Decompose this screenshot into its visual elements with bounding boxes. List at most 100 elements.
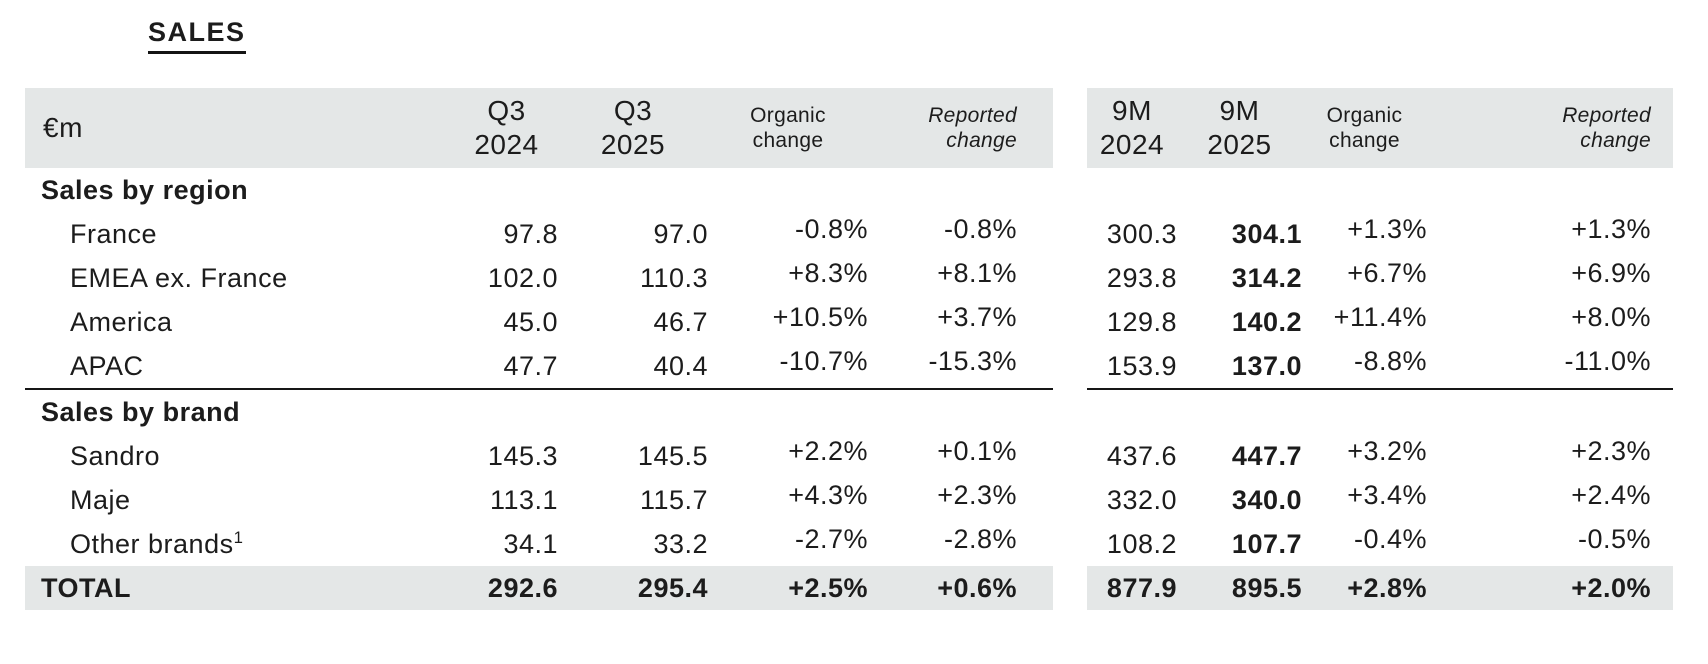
cell-value: 115.7 — [639, 484, 708, 515]
value-cell: 292.6 — [455, 566, 558, 611]
change-cell: +8.0% — [1427, 300, 1673, 344]
value-cell: 113.1 — [455, 478, 558, 522]
table-row: 293.8 314.2 +6.7% +6.9% — [1087, 256, 1673, 300]
cell-value: +2.2% — [788, 435, 868, 466]
column-header-q3-2024: Q3 2024 — [455, 88, 558, 169]
cell-value: +8.0% — [1571, 301, 1651, 332]
table-row: EMEA ex. France 102.0 110.3 +8.3% +8.1% — [25, 256, 1053, 300]
value-cell: 33.2 — [558, 522, 708, 566]
cell-value: 108.2 — [1106, 528, 1177, 559]
sales-tables: €m Q3 2024 Q3 2025 Organic change Reported chan… — [25, 88, 1708, 611]
change-cell: -2.8% — [868, 522, 1053, 566]
row-label: TOTAL — [25, 566, 455, 611]
section-label: Sales by brand — [41, 396, 241, 427]
value-cell: 300.3 — [1087, 212, 1177, 256]
cell-value: 300.3 — [1106, 218, 1177, 249]
cell-value: 45.0 — [503, 306, 558, 337]
column-header-line1: 9M — [1219, 95, 1260, 127]
change-cell: +3.4% — [1302, 478, 1427, 522]
row-label: EMEA ex. France — [70, 262, 288, 293]
cell-value: +2.3% — [937, 479, 1017, 510]
change-cell: +3.2% — [1302, 434, 1427, 478]
value-cell: 145.5 — [558, 434, 708, 478]
cell-value: 97.0 — [653, 218, 708, 249]
section-label: Sales by region — [41, 174, 249, 205]
column-header-line1: Reported — [928, 103, 1017, 127]
value-cell: 304.1 — [1177, 212, 1302, 256]
column-header-line2: 2025 — [1207, 129, 1272, 161]
value-cell: 437.6 — [1087, 434, 1177, 478]
cell-value: +6.7% — [1347, 257, 1427, 288]
value-cell: 107.7 — [1177, 522, 1302, 566]
cell-value: +3.7% — [937, 301, 1017, 332]
column-header-line2: change — [1329, 129, 1400, 153]
change-cell: +4.3% — [708, 478, 868, 522]
column-header-line1: Q3 — [487, 95, 526, 127]
column-header-line2: 2024 — [474, 129, 539, 161]
cell-value: 895.5 — [1231, 572, 1302, 603]
value-cell: 45.0 — [455, 300, 558, 344]
cell-value: 107.7 — [1231, 528, 1302, 559]
table-row: 108.2 107.7 -0.4% -0.5% — [1087, 522, 1673, 566]
value-cell: 447.7 — [1177, 434, 1302, 478]
value-cell: 314.2 — [1177, 256, 1302, 300]
cell-value: +1.3% — [1571, 213, 1651, 244]
column-header-q3-2025: Q3 2025 — [558, 88, 708, 169]
change-cell: +6.7% — [1302, 256, 1427, 300]
change-cell: -10.7% — [708, 344, 868, 391]
cell-value: -0.8% — [943, 213, 1017, 244]
value-cell: 97.8 — [455, 212, 558, 256]
cell-value: 292.6 — [487, 572, 558, 603]
cell-value: +6.9% — [1571, 257, 1651, 288]
cell-value: -8.8% — [1353, 345, 1427, 376]
column-header-line2: 2025 — [600, 129, 666, 161]
value-cell: 293.8 — [1087, 256, 1177, 300]
column-header-line1: Q3 — [613, 95, 653, 127]
total-row: TOTAL 292.6 295.4 +2.5% +0.6% — [25, 566, 1053, 611]
row-label: APAC — [25, 344, 455, 391]
cell-value: +2.4% — [1571, 479, 1651, 510]
row-label: France — [70, 218, 158, 249]
change-cell: -8.8% — [1302, 344, 1427, 391]
cell-value: +4.3% — [788, 479, 868, 510]
column-header-9m-2024: 9M 2024 — [1087, 88, 1177, 169]
cell-value: 113.1 — [489, 484, 558, 515]
cell-value: 34.1 — [503, 528, 558, 559]
section-row: Sales by region — [25, 168, 1053, 212]
cell-value: +3.4% — [1347, 479, 1427, 510]
change-cell: -0.8% — [708, 212, 868, 256]
sales-table-q3: €m Q3 2024 Q3 2025 Organic change Reported chan… — [25, 88, 1053, 611]
cell-value: +11.4% — [1333, 301, 1427, 332]
cell-value: 110.3 — [639, 262, 708, 293]
change-cell: +2.3% — [1427, 434, 1673, 478]
change-cell: +2.3% — [868, 478, 1053, 522]
value-cell: 46.7 — [558, 300, 708, 344]
change-cell: -0.5% — [1427, 522, 1673, 566]
table-row: Maje 113.1 115.7 +4.3% +2.3% — [25, 478, 1053, 522]
row-label: Sandro — [70, 440, 161, 471]
value-cell: 137.0 — [1177, 344, 1302, 391]
sales-table-9m: 9M 2024 9M 2025 Organic change Reported change … — [1087, 88, 1673, 611]
cell-value: -0.5% — [1577, 523, 1651, 554]
cell-value: 129.8 — [1106, 306, 1177, 337]
change-cell: +2.5% — [708, 566, 868, 611]
cell-value: +8.1% — [937, 257, 1017, 288]
change-cell: +0.1% — [868, 434, 1053, 478]
value-cell: 102.0 — [455, 256, 558, 300]
value-cell: 108.2 — [1087, 522, 1177, 566]
cell-value: +3.2% — [1347, 435, 1427, 466]
cell-value: 47.7 — [503, 350, 558, 381]
change-cell: +2.4% — [1427, 478, 1673, 522]
column-header-line1: 9M — [1112, 95, 1152, 127]
row-label: Other brands1 — [70, 527, 244, 559]
table-row: APAC 47.7 40.4 -10.7% -15.3% — [25, 344, 1053, 391]
column-header-line2: change — [752, 129, 824, 153]
column-header-reported-change: Reported change — [868, 88, 1053, 169]
value-cell: 340.0 — [1177, 478, 1302, 522]
cell-value: 145.5 — [637, 440, 708, 471]
column-header-9m-2025: 9M 2025 — [1177, 88, 1302, 169]
value-cell: 97.0 — [558, 212, 708, 256]
cell-value: 97.8 — [503, 218, 558, 249]
value-cell: 34.1 — [455, 522, 558, 566]
